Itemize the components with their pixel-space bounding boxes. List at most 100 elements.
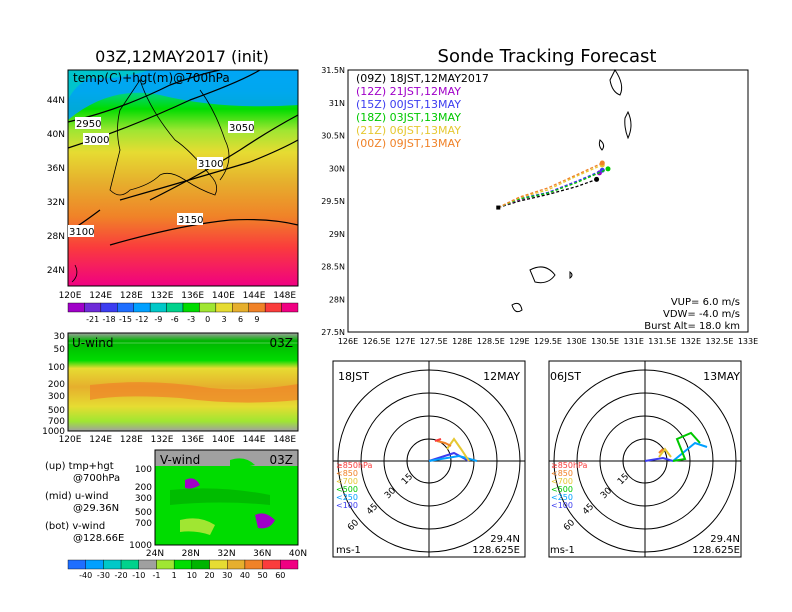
polar-right-level: <700 xyxy=(551,477,573,486)
v-wind-x-tick-label: 28N xyxy=(182,549,200,559)
track-x-tick-label: 126.5E xyxy=(363,337,391,346)
polar-right-level: ≥850hPa xyxy=(551,461,588,470)
polar-left-lat: 29.4N xyxy=(490,534,520,545)
contour-label: 3150 xyxy=(178,215,203,226)
track-y-tick-label: 30N xyxy=(329,164,345,173)
contour-label: 3050 xyxy=(229,123,254,134)
v-wind-y-tick-label: 700 xyxy=(135,519,152,529)
polar-right-lon: 128.625E xyxy=(692,545,740,556)
polar-wind-trace xyxy=(446,437,470,462)
wind-colorbar-swatch xyxy=(173,559,193,570)
u-wind-y-tick-label: 50 xyxy=(54,345,66,355)
polar-right-level: <500 xyxy=(551,485,573,494)
track-x-tick-label: 126E xyxy=(338,337,358,346)
wind-colorbar-label: 20 xyxy=(204,571,214,580)
track-x-tick-label: 128E xyxy=(452,337,472,346)
wind-colorbar-label: 50 xyxy=(258,571,268,580)
v-wind-x-tick-label: 40N xyxy=(289,549,307,559)
legend-mid-line1: (mid) u-wind xyxy=(45,491,108,502)
polar-left-units: ms-1 xyxy=(336,545,361,556)
map-x-tick-label: 144E xyxy=(243,291,266,301)
track-x-tick-label: 130E xyxy=(566,337,586,346)
v-wind-y-tick-label: 200 xyxy=(135,483,152,493)
u-wind-x-tick-label: 136E xyxy=(181,435,204,445)
track-y-axis: 31.5N 31N 30.5N 30N 29.5N 29N 28.5N 28N 27.5N xyxy=(321,66,345,337)
track-y-tick-label: 31N xyxy=(329,99,345,108)
polar-right-lat: 29.4N xyxy=(710,534,740,545)
polar-right-date: 13MAY xyxy=(703,370,740,383)
track-y-tick-label: 31.5N xyxy=(321,66,345,75)
param-burst-alt: Burst Alt= 18.0 km xyxy=(644,321,740,332)
colorbar-swatch xyxy=(149,302,167,313)
track-legend-item: (18Z) 03JST,13MAY xyxy=(356,111,461,124)
colorbar-swatch xyxy=(281,302,299,313)
colorbar-swatch xyxy=(199,302,217,313)
v-wind-x-tick-label: 36N xyxy=(253,549,271,559)
v-wind-y-tick-label: 1000 xyxy=(129,541,152,551)
v-wind-panel xyxy=(154,449,299,546)
wind-colorbar-swatch xyxy=(103,559,122,570)
polar-right-level: <250 xyxy=(551,493,573,502)
polar-left-level: <700 xyxy=(336,477,358,486)
track-y-tick-label: 30.5N xyxy=(321,132,345,141)
u-wind-x-tick-label: 148E xyxy=(273,435,296,445)
wind-colorbar-label: 30 xyxy=(222,571,232,580)
param-vup: VUP= 6.0 m/s xyxy=(671,297,740,308)
track-lines xyxy=(496,160,611,210)
colorbar-swatch xyxy=(67,302,85,313)
track-end-point xyxy=(605,166,611,172)
u-wind-label: U-wind xyxy=(72,336,113,350)
temperature-map xyxy=(67,69,299,287)
track-y-tick-label: 27.5N xyxy=(321,328,345,337)
track-end-point xyxy=(594,176,600,182)
contour-label: 3100 xyxy=(69,227,94,238)
map-y-tick-label: 44N xyxy=(47,96,65,106)
map-y-tick-label: 40N xyxy=(47,130,65,140)
v-wind-y-tick-label: 300 xyxy=(135,494,152,504)
colorbar-label: -9 xyxy=(154,315,162,324)
polar-wind-trace xyxy=(436,440,452,447)
polar-right-units: ms-1 xyxy=(550,545,575,556)
polar-left-level: ≥850hPa xyxy=(336,461,373,470)
track-legend: (09Z) 18JST,12MAY2017 (12Z) 21JST,12MAY … xyxy=(356,72,489,150)
map-y-tick-label: 28N xyxy=(47,232,65,242)
legend-mid-line2: @29.36N xyxy=(73,503,119,514)
legend-bot-line1: (bot) v-wind xyxy=(45,521,105,532)
u-wind-x-tick-label: 144E xyxy=(243,435,266,445)
v-wind-x-tick-label: 24N xyxy=(146,549,164,559)
u-wind-y-tick-label: 200 xyxy=(48,380,65,390)
map-x-tick-label: 124E xyxy=(89,291,112,301)
polar-right-level: <100 xyxy=(551,501,573,510)
wind-colorbar-swatch xyxy=(156,559,175,570)
track-x-tick-label: 127.5E xyxy=(420,337,448,346)
u-wind-y-tick-label: 300 xyxy=(48,392,65,402)
colorbar-swatch xyxy=(84,302,102,313)
polar-left-level: <250 xyxy=(336,493,358,502)
map-y-tick-label: 36N xyxy=(47,164,65,174)
v-wind-time: 03Z xyxy=(270,453,294,467)
temperature-colorbar xyxy=(67,302,299,313)
tracking-title: Sonde Tracking Forecast xyxy=(438,46,657,67)
tracking-chart xyxy=(347,69,749,333)
polar-left-level: <100 xyxy=(336,501,358,510)
wind-colorbar-label: -40 xyxy=(79,571,92,580)
track-y-tick-label: 28N xyxy=(329,295,345,304)
track-y-tick-label: 29N xyxy=(329,230,345,239)
param-vdw: VDW= -4.0 m/s xyxy=(663,309,740,320)
temperature-colorbar-labels: -21 -18 -15 -12 -9 -6 -3 0 3 6 9 xyxy=(86,315,259,324)
legend-bot-line2: @128.66E xyxy=(73,533,124,544)
polar-right-time: 06JST xyxy=(550,370,581,383)
track-legend-item: (12Z) 21JST,12MAY xyxy=(356,85,461,98)
map-x-tick-label: 148E xyxy=(273,291,296,301)
colorbar-label: 0 xyxy=(205,315,210,324)
wind-colorbar xyxy=(67,559,299,570)
colorbar-label: -21 xyxy=(86,315,99,324)
colorbar-label: 9 xyxy=(254,315,259,324)
polar-wind-trace xyxy=(672,431,701,462)
map-x-tick-label: 128E xyxy=(120,291,143,301)
wind-colorbar-label: 10 xyxy=(187,571,197,580)
contour-label: 2950 xyxy=(76,119,101,130)
v-wind-x-axis: 24N 28N 32N 36N 40N xyxy=(146,549,307,559)
track-x-axis: 126E 126.5E 127E 127.5E 128E 128.5E 129E 129.5E… xyxy=(338,337,758,346)
colorbar-swatch xyxy=(166,302,184,313)
